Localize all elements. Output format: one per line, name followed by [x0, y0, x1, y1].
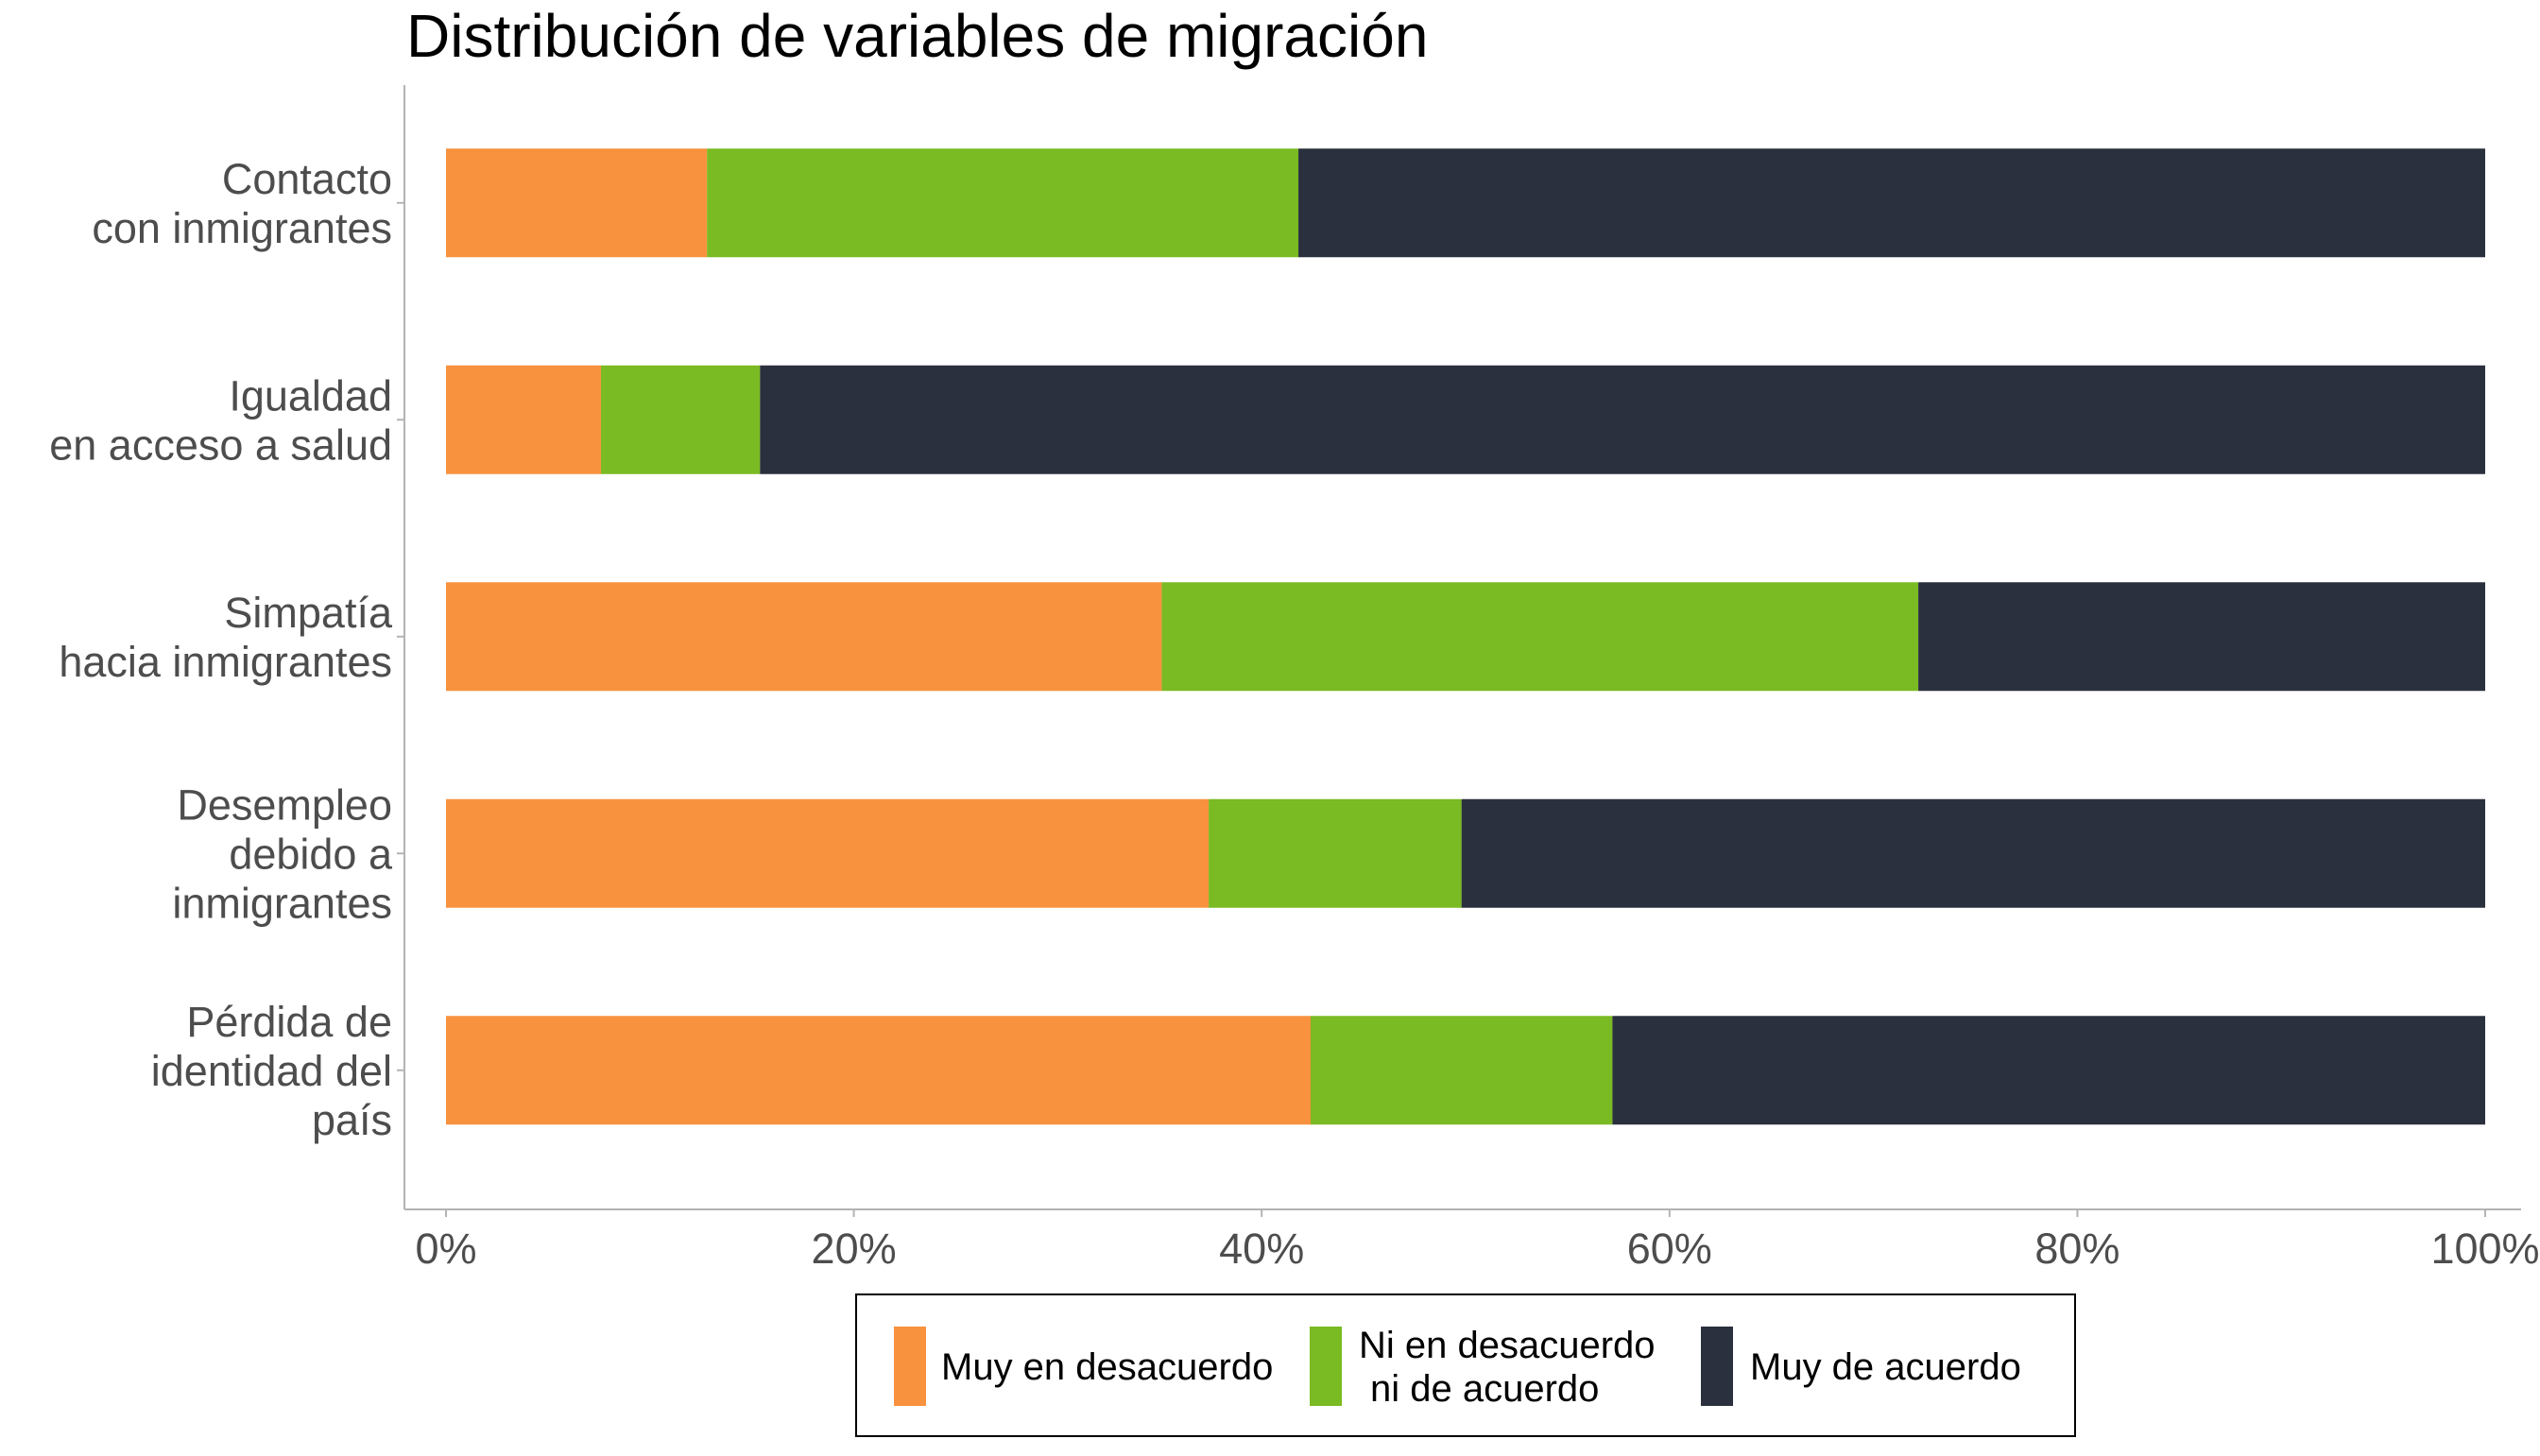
plot-area: Contacto con inmigrantes Igualdad en acceso…: [49, 85, 2540, 1273]
bar-segment-cat1-series0: [446, 365, 602, 474]
legend-label: Ni en desacuerdo ni de acuerdo: [1359, 1325, 1656, 1410]
bar-segment-cat2-series2: [1918, 582, 2485, 692]
chart-title: Distribución de variables de migración: [406, 2, 1428, 70]
x-tick-label: 60%: [1627, 1225, 1712, 1273]
bar-segment-cat0-series1: [707, 148, 1299, 258]
bar-segment-cat0-series0: [446, 148, 708, 258]
legend-label: Muy en desacuerdo: [941, 1346, 1273, 1388]
legend-box: [855, 1293, 2076, 1437]
legend-label: Muy de acuerdo: [1750, 1346, 2021, 1388]
bar-segment-cat2-series1: [1161, 582, 1919, 692]
category-label: Contacto con inmigrantes: [92, 155, 392, 252]
x-tick-label: 0%: [415, 1225, 476, 1273]
bar-segment-cat4-series1: [1310, 1016, 1613, 1125]
bar-segment-cat2-series0: [446, 582, 1162, 692]
category-label: Simpatía hacia inmigrantes: [59, 589, 393, 686]
legend: Muy en desacuerdo Ni en desacuerdo ni de a…: [855, 1293, 2076, 1437]
bar-segment-cat3-series0: [446, 798, 1210, 908]
category-label: Pérdida de identidad del país: [151, 998, 392, 1144]
x-tick-label: 40%: [1219, 1225, 1304, 1273]
category-label: Desempleo debido a inmigrantes: [172, 780, 393, 927]
legend-key: [1310, 1327, 1342, 1406]
category-label: Igualdad en acceso a salud: [49, 371, 392, 469]
x-tick-label: 100%: [2430, 1225, 2539, 1273]
bar-segment-cat4-series2: [1612, 1016, 2485, 1125]
bar-segment-cat4-series0: [446, 1016, 1311, 1125]
legend-key: [1701, 1327, 1733, 1406]
legend-key: [894, 1327, 926, 1406]
bar-segment-cat3-series2: [1461, 798, 2485, 908]
x-tick-label: 20%: [812, 1225, 897, 1273]
bar-segment-cat3-series1: [1209, 798, 1462, 908]
bar-segment-cat1-series1: [601, 365, 761, 474]
bar-segment-cat1-series2: [760, 365, 2485, 474]
x-tick-label: 80%: [2034, 1225, 2120, 1273]
bar-segment-cat0-series2: [1298, 148, 2485, 258]
